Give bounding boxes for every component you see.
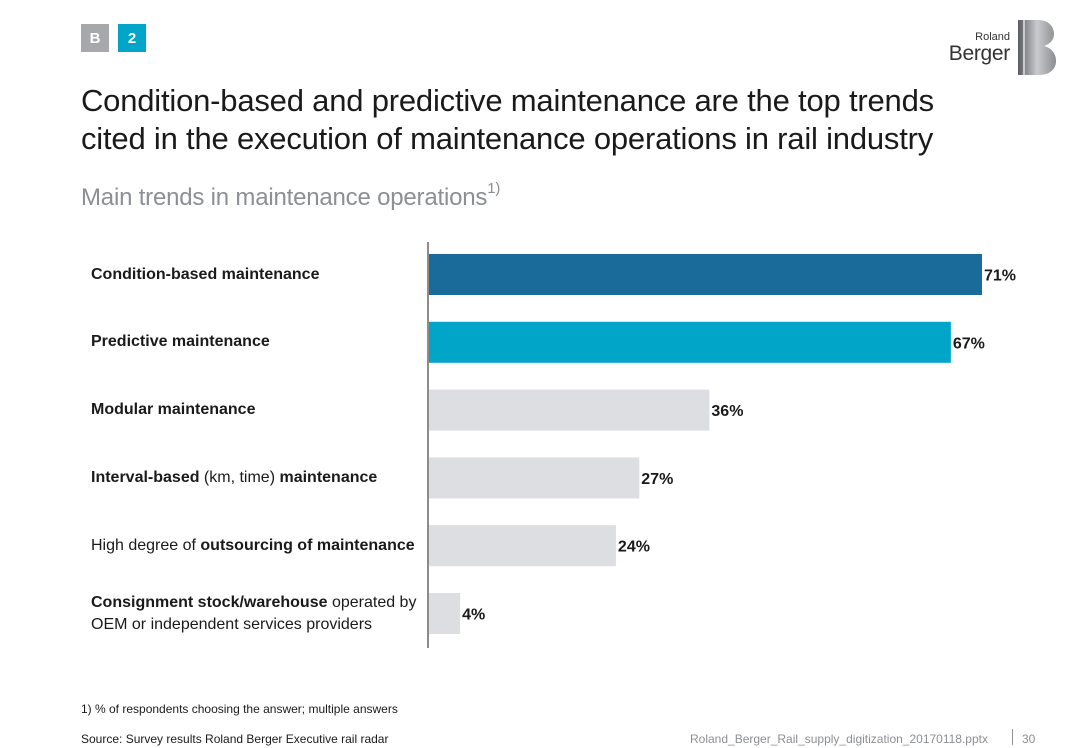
category-label-text: Consignment stock/warehouse operated by … <box>91 592 421 636</box>
category-label-part: Condition-based maintenance <box>91 265 320 283</box>
berger-b-mark-icon <box>1018 20 1056 75</box>
category-label-part: Interval-based <box>91 468 200 486</box>
category-label-text: Modular maintenance <box>91 399 255 421</box>
category-label-part: maintenance <box>279 468 378 486</box>
logo-text-roland: Roland <box>975 31 1010 43</box>
footer-separator <box>1012 729 1013 745</box>
category-label-6: Consignment stock/warehouse operated by … <box>91 593 421 634</box>
bar-value-label-2: 67% <box>953 335 985 352</box>
section-badge: B <box>81 24 109 52</box>
category-label-part: Predictive maintenance <box>91 333 270 351</box>
category-label-part: operated by OEM or independent services … <box>91 593 417 633</box>
subtitle-text: Main trends in maintenance operations <box>81 184 488 211</box>
category-label-3: Modular maintenance <box>91 390 421 431</box>
subtitle-footnote-marker: 1) <box>487 180 501 197</box>
bar-3 <box>429 389 710 431</box>
category-label-text: Condition-based maintenance <box>91 264 319 286</box>
category-label-5: High degree of outsourcing of maintenanc… <box>91 525 421 566</box>
category-label-2: Predictive maintenance <box>91 322 421 363</box>
category-label-text: High degree of outsourcing of maintenanc… <box>91 535 415 557</box>
category-label-text: Predictive maintenance <box>91 331 270 353</box>
category-label-1: Condition-based maintenance <box>91 254 421 295</box>
category-label-part: Consignment stock/warehouse <box>91 593 328 611</box>
chart-subtitle: Main trends in maintenance operations1) <box>81 180 500 212</box>
category-label-part: (km, time) <box>199 468 280 486</box>
page-number-badge: 2 <box>118 24 146 52</box>
bar-value-label-3: 36% <box>711 403 743 420</box>
roland-berger-logo: Roland Berger <box>948 18 1058 76</box>
source-note: Source: Survey results Roland Berger Exe… <box>81 732 389 746</box>
bar-value-label-5: 24% <box>618 539 650 556</box>
bar-4 <box>429 457 640 499</box>
bar-2 <box>429 321 951 363</box>
document-filename: Roland_Berger_Rail_supply_digitization_2… <box>690 732 988 746</box>
bar-value-label-6: 4% <box>462 607 485 624</box>
bar-6 <box>429 593 461 634</box>
category-label-part: Modular maintenance <box>91 401 256 419</box>
bar-value-label-4: 27% <box>641 471 673 488</box>
bar-5 <box>429 525 616 567</box>
bar-value-label-1: 71% <box>984 268 1016 285</box>
category-label-4: Interval-based (km, time) maintenance <box>91 457 421 498</box>
page-number: 30 <box>1022 732 1036 746</box>
category-label-text: Interval-based (km, time) maintenance <box>91 467 377 489</box>
category-label-part: High degree of <box>91 536 201 554</box>
logo-text-berger: Berger <box>948 42 1011 65</box>
footnote: 1) % of respondents choosing the answer;… <box>81 702 398 716</box>
page-title: Condition-based and predictive maintenan… <box>81 83 934 156</box>
bar-1 <box>429 254 982 295</box>
category-label-part: outsourcing of maintenance <box>200 536 415 554</box>
